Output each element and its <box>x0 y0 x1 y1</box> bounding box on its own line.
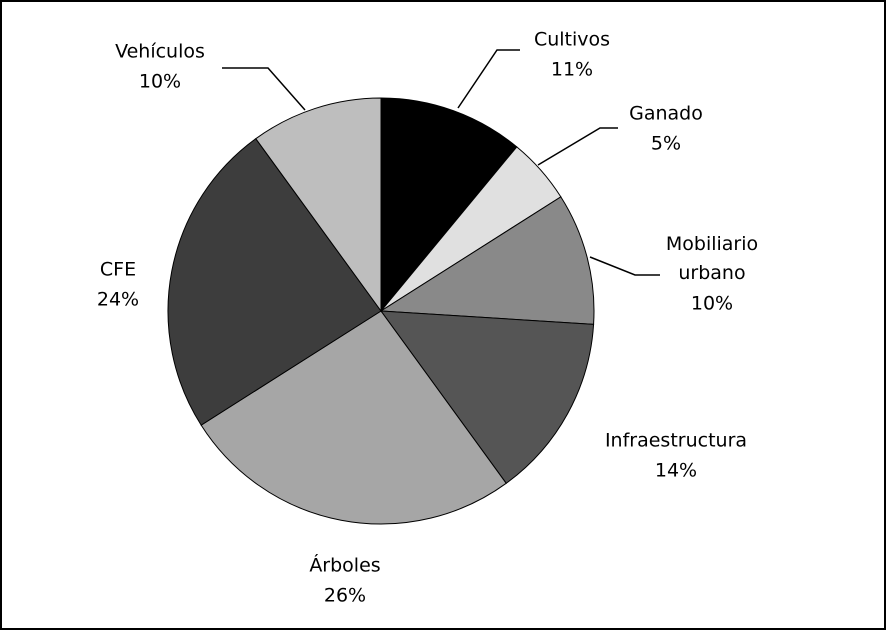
pie-slice <box>380 97 518 313</box>
slice-label: Ganado <box>629 103 703 125</box>
slice-label: Mobiliario urbano <box>666 233 758 284</box>
leader-line <box>222 67 306 111</box>
pie-slice <box>200 310 507 525</box>
pie-slice <box>379 310 595 485</box>
value-label: 10% <box>691 293 733 315</box>
value-label: 10% <box>139 71 181 93</box>
pie-slice <box>379 196 595 325</box>
value-label: 24% <box>97 289 139 311</box>
leader-line <box>537 127 618 166</box>
slice-label: Vehículos <box>115 41 205 63</box>
value-label: 14% <box>655 460 697 482</box>
value-label: 5% <box>651 133 681 155</box>
value-label: 26% <box>324 585 366 607</box>
pie-slice <box>167 137 382 426</box>
slice-label: CFE <box>100 259 136 281</box>
slice-label: Cultivos <box>534 29 610 51</box>
slice-label: Infraestructura <box>605 430 747 452</box>
leader-line <box>589 256 660 276</box>
leader-line <box>457 49 520 109</box>
pie-slice <box>255 97 382 313</box>
slice-label: Árboles <box>309 554 380 577</box>
value-label: 11% <box>551 59 593 81</box>
